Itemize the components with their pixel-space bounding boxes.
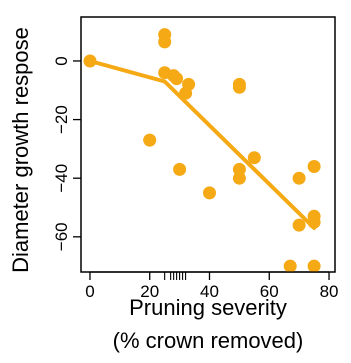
y-axis-title: Diameter growth respose [8,27,33,273]
data-point [232,171,246,185]
points-layer [83,28,321,273]
data-point [232,80,246,94]
data-point [182,77,196,91]
x-axis-title: Pruning severity [129,295,287,320]
y-axis: 0 −20 −40 −60 [52,56,81,251]
y-tick-label: 0 [52,56,71,65]
x-axis-subtitle: (% crown removed) [113,328,304,353]
x-tick-label: 0 [85,282,94,301]
data-point [173,162,187,176]
data-point [143,133,157,147]
x-tick-label: 80 [320,282,339,301]
data-point [247,151,261,165]
data-point [83,54,97,68]
y-tick-label: −60 [52,222,71,251]
x-tick-label: 40 [200,282,219,301]
data-point [170,72,184,86]
x-axis: 0 20 40 60 80 [85,271,339,301]
data-point [307,215,321,229]
data-point [307,160,321,173]
data-point [283,259,297,273]
data-point [203,186,216,200]
y-tick-label: −40 [52,164,71,193]
fit-line-layer [88,59,317,230]
data-point [307,259,321,273]
y-tick-label: −20 [52,105,71,134]
plot-frame [80,16,336,273]
data-point [158,35,172,49]
x-tick-label: 20 [140,282,159,301]
fit-line [88,59,317,230]
x-tick-label: 60 [260,282,279,301]
data-point [292,218,306,232]
data-point [292,171,306,185]
